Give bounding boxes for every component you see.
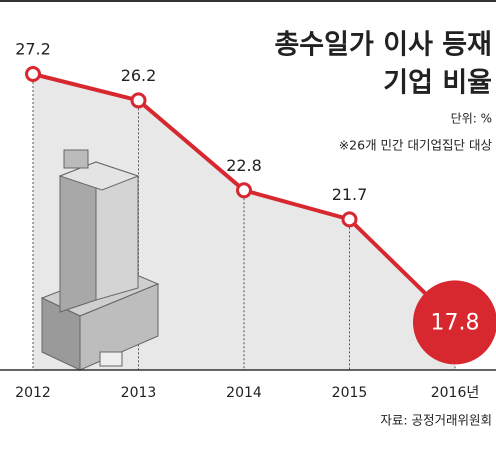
chart-title: 기업 비율 [383, 68, 492, 99]
building-illustration [40, 149, 160, 371]
value-label: 27.2 [15, 40, 51, 59]
x-tick-label: 2013 [121, 385, 157, 401]
value-label: 22.8 [226, 156, 262, 175]
highlight-point [413, 280, 496, 365]
x-tick-label: 2016년 [431, 385, 480, 401]
unit-label: 단위: % [451, 112, 492, 126]
chart-title: 총수일가 이사 등재 [274, 30, 492, 61]
note: ※26개 민간 대기업집단 대상 [339, 138, 493, 153]
x-tick-label: 2014 [226, 385, 262, 401]
source: 자료: 공정거래위원회 [380, 413, 492, 428]
data-point [236, 182, 252, 199]
value-label: 17.8 [431, 310, 480, 335]
value-label: 21.7 [332, 185, 368, 204]
x-tick-label: 2012 [15, 385, 51, 401]
value-label: 26.2 [121, 66, 157, 85]
data-point [341, 211, 358, 228]
data-point [25, 66, 41, 82]
data-point [130, 92, 147, 109]
x-tick-label: 2015 [332, 385, 368, 401]
